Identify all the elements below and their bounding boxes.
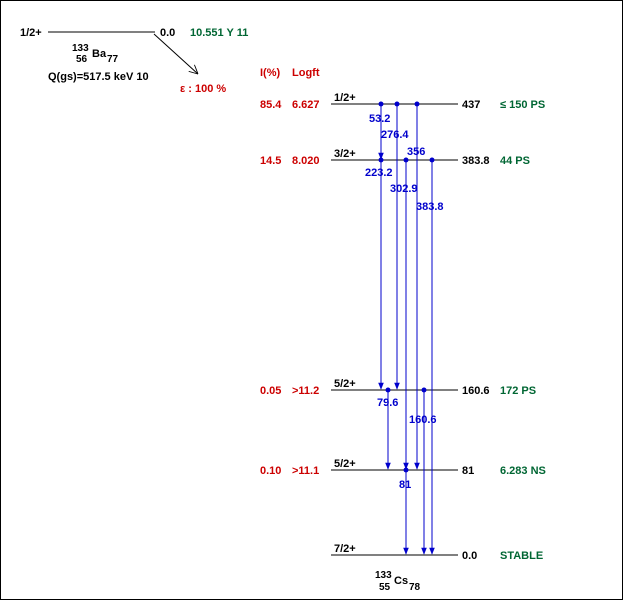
gamma-transition: 81	[399, 467, 411, 555]
level-energy: 81	[462, 465, 474, 477]
level-halflife: STABLE	[500, 550, 543, 562]
level-logft: >11.2	[292, 385, 319, 397]
level-intensity: 0.05	[260, 385, 281, 397]
level-intensity: 85.4	[260, 99, 282, 111]
gamma-transition: 79.6	[377, 387, 398, 470]
parent-symbol: Ba	[92, 48, 107, 60]
decay-mode: ε : 100 %	[180, 83, 226, 95]
level-intensity: 0.10	[260, 465, 281, 477]
logft-header: Logft	[292, 67, 320, 79]
daughter-n: 78	[409, 582, 421, 593]
level-logft: 8.020	[292, 155, 320, 167]
level-energy: 160.6	[462, 385, 490, 397]
level-halflife: 172 PS	[500, 385, 536, 397]
level-row: 7/2+ 0.0 STABLE	[331, 543, 543, 562]
parent-energy: 0.0	[160, 27, 175, 39]
intensity-header: I(%)	[260, 67, 281, 79]
level-spin: 5/2+	[334, 458, 356, 470]
level-row: 85.4 6.627 1/2+ 437 ≤ 150 PS	[260, 92, 545, 111]
parent-qvalue: Q(gs)=517.5 keV 10	[48, 71, 149, 83]
level-logft: >11.1	[292, 465, 319, 477]
level-spin: 7/2+	[334, 543, 356, 555]
gamma-energy-label: 356	[407, 146, 425, 158]
gamma-energy-label: 81	[399, 479, 411, 491]
parent-spin: 1/2+	[20, 27, 42, 39]
levels-group: 85.4 6.627 1/2+ 437 ≤ 150 PS 14.5 8.020 …	[260, 92, 546, 562]
gamma-transition: 276.4	[381, 101, 409, 390]
parent-n: 77	[107, 54, 119, 65]
gamma-energy-label: 79.6	[377, 397, 398, 409]
parent-z: 56	[76, 54, 88, 65]
level-halflife: ≤ 150 PS	[500, 99, 545, 111]
level-spin: 1/2+	[334, 92, 356, 104]
level-row: 14.5 8.020 3/2+ 383.8 44 PS	[260, 148, 530, 167]
level-row: 0.10 >11.1 5/2+ 81 6.283 NS	[260, 458, 546, 477]
level-spin: 5/2+	[334, 378, 356, 390]
gamma-energy-label: 160.6	[409, 414, 437, 426]
gamma-energy-label: 383.8	[416, 201, 444, 213]
parent-halflife: 10.551 Y 11	[190, 27, 248, 39]
level-energy: 383.8	[462, 155, 490, 167]
daughter-mass: 133	[375, 570, 392, 581]
level-energy: 0.0	[462, 550, 477, 562]
gamma-energy-label: 53.2	[369, 113, 390, 125]
gamma-transition: 383.8	[416, 157, 444, 555]
gamma-energy-label: 302.9	[390, 183, 418, 195]
level-energy: 437	[462, 99, 480, 111]
level-row: 0.05 >11.2 5/2+ 160.6 172 PS	[260, 378, 536, 397]
gamma-transition: 356	[407, 101, 425, 470]
daughter-z: 55	[379, 582, 391, 593]
level-intensity: 14.5	[260, 155, 281, 167]
level-logft: 6.627	[292, 99, 320, 111]
daughter-symbol: Cs	[394, 575, 408, 587]
level-halflife: 44 PS	[500, 155, 530, 167]
gamma-transition: 302.9	[390, 157, 418, 470]
level-spin: 3/2+	[334, 148, 356, 160]
gamma-transition: 160.6	[409, 387, 437, 555]
gamma-transition: 53.2	[369, 101, 390, 160]
parent-mass: 133	[72, 43, 89, 54]
gamma-transitions: 53.2 276.4 356 223.2 302.9 383.8 79.6 16…	[365, 101, 444, 555]
decay-arrow	[153, 33, 198, 74]
gamma-transition: 223.2	[365, 157, 393, 390]
gamma-energy-label: 276.4	[381, 129, 409, 141]
level-halflife: 6.283 NS	[500, 465, 546, 477]
gamma-energy-label: 223.2	[365, 167, 393, 179]
